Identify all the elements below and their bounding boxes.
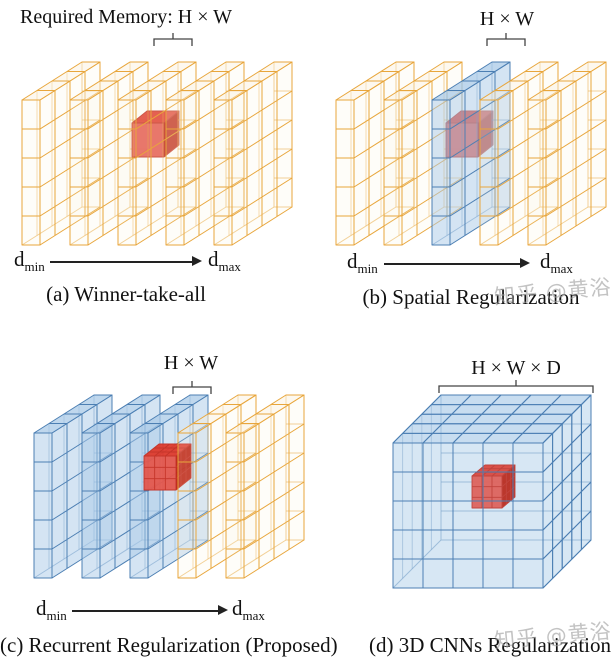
arrowhead-icon: [218, 605, 228, 615]
disparity-arrow-b: [384, 257, 530, 270]
dmin-label-a: dmin: [14, 247, 45, 275]
arrowhead-icon: [520, 258, 530, 268]
caption-c: (c) Recurrent Regularization (Proposed): [0, 633, 338, 657]
dmin-label-b: dmin: [347, 249, 378, 277]
panel-b-cost-volume-drawing: [335, 61, 607, 246]
caption-b: (b) Spatial Regularization: [362, 285, 580, 309]
disparity-arrow-a: [50, 255, 202, 268]
dmin-label-c: dmin: [36, 596, 67, 624]
disparity-arrow-c: [72, 604, 228, 617]
caption-a: (a) Winner-take-all: [46, 282, 206, 306]
dmax-label-b: dmax: [540, 249, 573, 277]
dim-label-b: H × W: [479, 8, 535, 30]
dimension-bracket-a: [153, 33, 193, 46]
dimension-bracket-d: [438, 380, 594, 393]
dmax-label-a: dmax: [208, 247, 241, 275]
caption-d: (d) 3D CNNs Regularization: [368, 633, 612, 657]
dim-label-d: H × W × D: [471, 357, 561, 379]
dmax-label-c: dmax: [232, 596, 265, 624]
arrowhead-icon: [192, 256, 202, 266]
panel-a-cost-volume-drawing: [21, 61, 293, 246]
dimension-bracket-b: [486, 33, 526, 46]
panel-c-cost-volume-drawing: [33, 394, 305, 579]
panel-d-cost-volume-drawing: [392, 394, 592, 589]
dimension-bracket-c: [172, 381, 212, 394]
dim-label-c: H × W: [163, 352, 219, 374]
required-memory-label: Required Memory: H × W: [20, 6, 232, 28]
